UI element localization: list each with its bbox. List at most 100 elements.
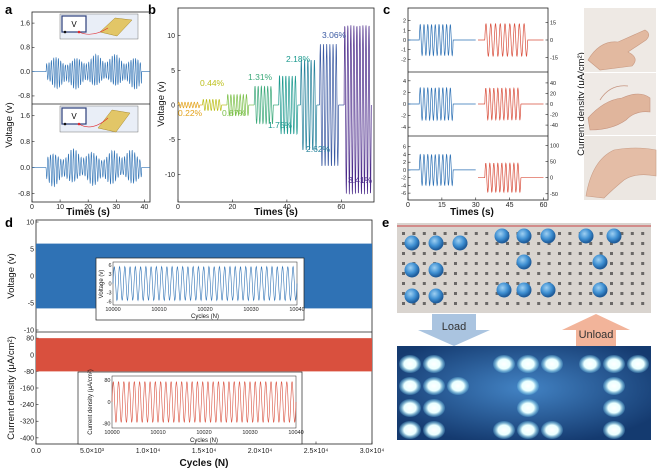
panel-a-ytick-label: -0.8	[18, 93, 30, 100]
breadboard-hole	[402, 292, 405, 295]
breadboard-hole	[620, 232, 624, 235]
led-lit	[603, 355, 625, 373]
breadboard-hole	[402, 302, 405, 305]
breadboard-hole	[578, 302, 582, 305]
breadboard-hole	[599, 272, 603, 275]
led-lit	[517, 355, 539, 373]
breadboard-hole	[474, 282, 478, 285]
breadboard-hole	[578, 262, 582, 265]
panel-c-left-ytick-label: 0	[403, 168, 406, 174]
inset-ytick-label: 6	[108, 263, 111, 269]
panel-a-ytick-label: 0.0	[20, 69, 30, 76]
breadboard-hole	[547, 262, 551, 265]
breadboard-hole	[464, 262, 468, 265]
breadboard-hole	[464, 232, 468, 235]
panel-d-top-ylabel: Voltage (v)	[6, 253, 17, 298]
breadboard-hole	[558, 282, 561, 285]
panel-c-current-line	[478, 162, 544, 194]
led-lit	[423, 355, 445, 373]
breadboard-hole	[433, 302, 437, 305]
breadboard-hole	[568, 242, 572, 245]
breadboard-hole	[402, 242, 405, 245]
breadboard-hole	[495, 302, 499, 305]
panel-b-ytick-label: 5	[171, 68, 175, 75]
panel-d-xtick-label: 3.0×10⁴	[360, 448, 385, 455]
breadboard-hole	[495, 262, 499, 265]
breadboard-hole	[547, 272, 551, 275]
breadboard-hole	[537, 252, 541, 255]
panel-a-xtick-label: 40	[140, 204, 148, 211]
breadboard-hole	[443, 272, 447, 275]
breadboard-hole	[589, 262, 593, 265]
breadboard-hole	[495, 252, 499, 255]
breadboard-hole	[495, 242, 499, 245]
meter-v-label-2: V	[71, 112, 77, 121]
breadboard-hole	[443, 252, 447, 255]
panel-d-xtick-label: 0.0	[31, 448, 41, 455]
breadboard-hole	[589, 292, 593, 295]
unload-arrow: Unload	[562, 314, 630, 346]
panel-b-strain-label: 0.22%	[178, 108, 203, 118]
led-lit	[603, 421, 625, 439]
breadboard-hole	[599, 232, 603, 235]
panel-a-ytick-label: 0.0	[20, 165, 30, 172]
breadboard-hole	[599, 302, 603, 305]
breadboard-hole	[464, 282, 468, 285]
inset-xtick-label: 10040	[288, 430, 303, 436]
breadboard-hole	[464, 252, 468, 255]
panel-b-strain-series	[177, 101, 201, 109]
breadboard-hole	[506, 302, 509, 305]
panel-d-top-ytick-label: 10	[26, 220, 34, 227]
breadboard-hole	[537, 242, 541, 245]
breadboard-hole	[568, 282, 572, 285]
breadboard-hole	[558, 232, 561, 235]
led-unlit	[404, 262, 420, 278]
breadboard-hole	[578, 242, 582, 245]
panel-b-ytick-label: 0	[171, 103, 175, 110]
led-unlit	[540, 282, 556, 298]
breadboard-hole	[630, 232, 634, 235]
panel-b-strain-label: 0.44%	[200, 78, 225, 88]
led-unlit	[494, 228, 510, 244]
breadboard-hole	[485, 262, 489, 265]
breadboard-hole	[402, 232, 405, 235]
breadboard-hole	[641, 262, 645, 265]
breadboard-hole	[495, 282, 499, 285]
inset-xtick-label: 10020	[196, 430, 211, 436]
breadboard-hole	[506, 252, 509, 255]
breadboard-hole	[443, 262, 447, 265]
panel-b-ylabel: Voltage (v)	[156, 81, 167, 126]
breadboard-hole	[568, 272, 572, 275]
panel-b-strain-label: 1.75%	[268, 120, 293, 130]
breadboard-hole	[526, 282, 530, 285]
panel-c-left-ytick-label: -2	[401, 114, 406, 120]
panel-d-bottom-ytick-label: -80	[24, 369, 34, 376]
panel-d-top-inset-xlabel: Cycles (N)	[191, 314, 219, 320]
breadboard-hole	[454, 252, 457, 255]
panel-b-xtick-label: 20	[229, 204, 237, 211]
panel-b-strain-series	[253, 85, 274, 125]
breadboard-hole	[558, 302, 561, 305]
breadboard-hole	[610, 292, 613, 295]
breadboard-hole	[630, 302, 634, 305]
breadboard-hole	[568, 292, 572, 295]
panel-c-left-ytick-label: 0	[403, 102, 406, 108]
breadboard-hole	[464, 272, 468, 275]
inset-xtick-label: 10010	[151, 307, 166, 313]
inset-ytick-label: 3	[108, 272, 111, 278]
panel-a-xtick-label: 30	[112, 204, 120, 211]
breadboard-hole	[443, 232, 447, 235]
led-lit	[447, 377, 469, 395]
breadboard-hole	[641, 242, 645, 245]
breadboard-hole	[547, 252, 551, 255]
panel-c-left-ytick-label: 0	[403, 38, 406, 44]
breadboard-hole	[485, 292, 489, 295]
led-lit	[517, 421, 539, 439]
breadboard-hole	[495, 272, 499, 275]
breadboard-hole	[620, 272, 624, 275]
breadboard-hole	[578, 272, 582, 275]
breadboard-hole	[402, 262, 405, 265]
breadboard-hole	[558, 242, 561, 245]
breadboard-hole	[526, 302, 530, 305]
panel-a-bottom-voltage-line	[32, 148, 150, 188]
